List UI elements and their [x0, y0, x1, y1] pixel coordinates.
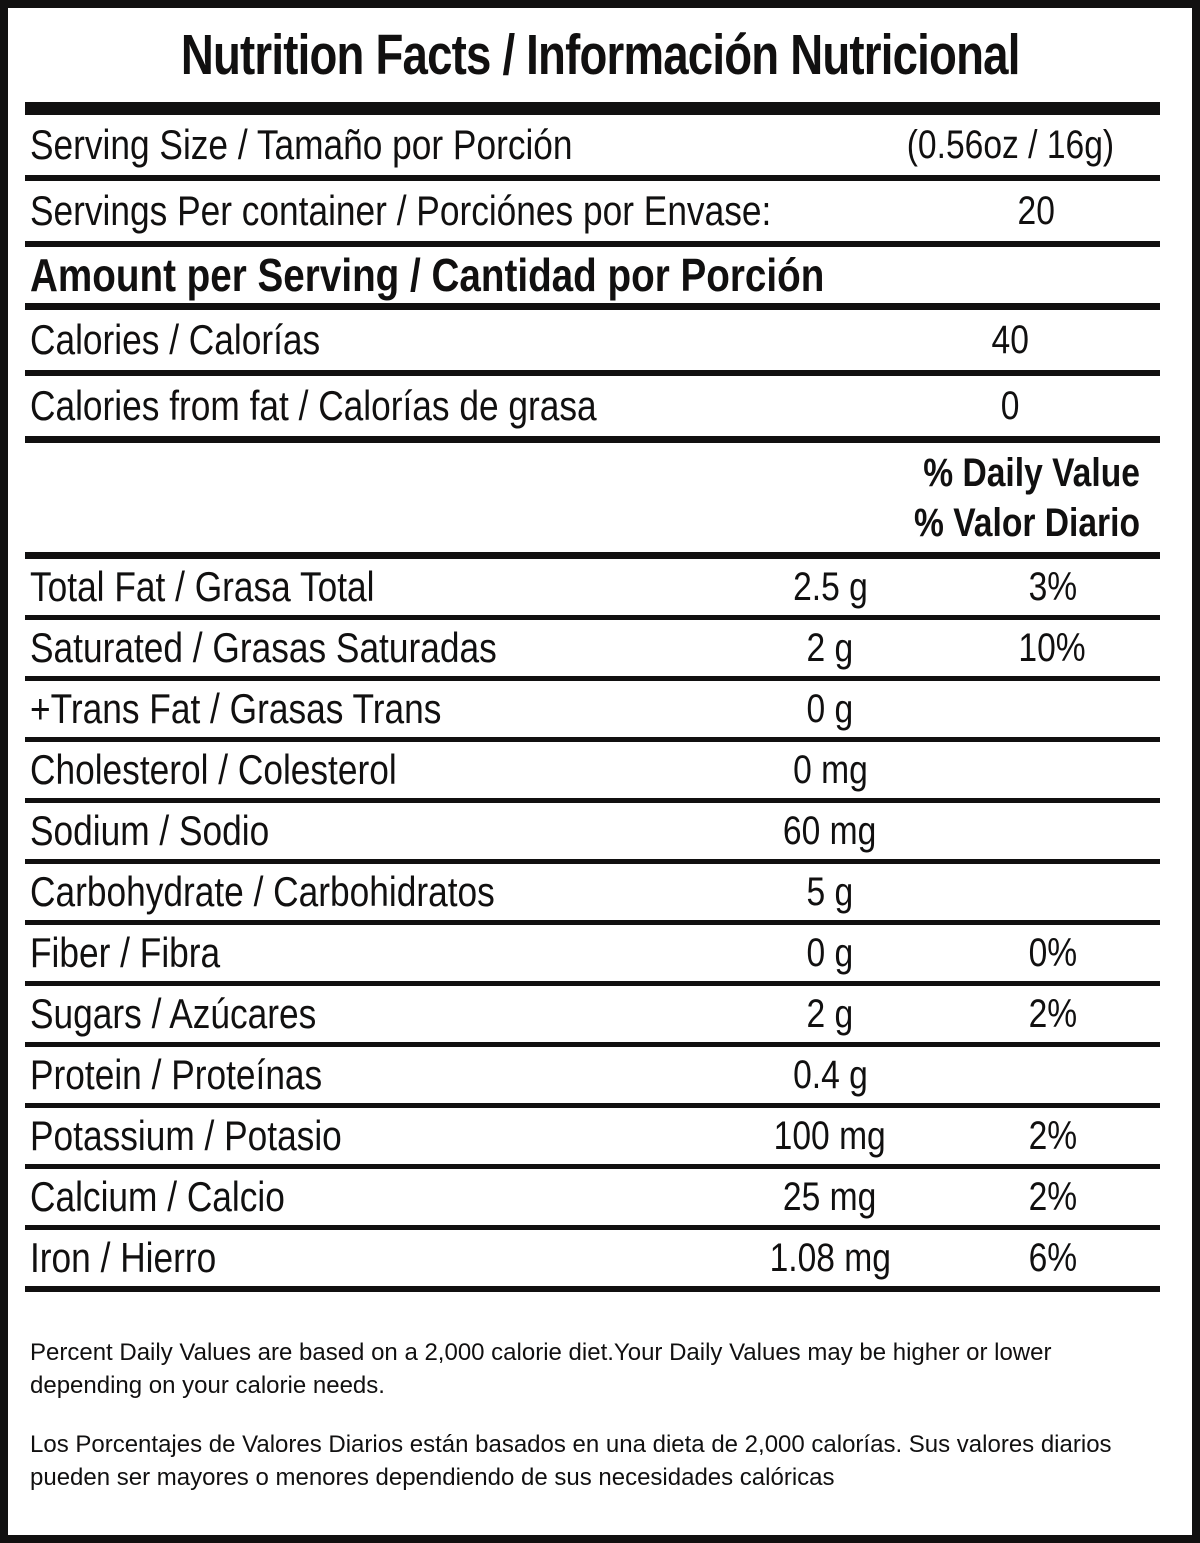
nutrient-row-total-fat: Total Fat / Grasa Total 2.5 g 3%	[25, 559, 1160, 620]
daily-value-header: % Daily Value % Valor Diario	[25, 443, 1160, 559]
calories-from-fat-value: 0	[1000, 383, 1020, 428]
nutrient-amount: 0 g	[806, 686, 854, 731]
nutrient-label: Iron / Hierro	[30, 1234, 217, 1281]
amount-per-serving-label: Amount per Serving / Cantidad por Porció…	[30, 249, 825, 301]
daily-value-header-en: % Daily Value	[923, 450, 1140, 495]
nutrient-dv: 2%	[1028, 991, 1077, 1036]
nutrient-amount: 2.5 g	[792, 564, 868, 609]
nutrient-row-potassium: Potassium / Potasio 100 mg 2%	[25, 1108, 1160, 1169]
title-section: Nutrition Facts / Información Nutriciona…	[8, 8, 1192, 102]
footnote-spanish: Los Porcentajes de Valores Diarios están…	[30, 1431, 1112, 1491]
serving-size-label: Serving Size / Tamaño por Porción	[30, 121, 573, 168]
nutrient-row-sugars: Sugars / Azúcares 2 g 2%	[25, 986, 1160, 1047]
nutrient-row-trans-fat: +Trans Fat / Grasas Trans 0 g	[25, 681, 1160, 742]
nutrient-dv: 2%	[1028, 1113, 1077, 1158]
nutrient-amount: 60 mg	[783, 808, 877, 853]
calories-from-fat-label: Calories from fat / Calorías de grasa	[30, 382, 597, 429]
nutrient-label: +Trans Fat / Grasas Trans	[30, 685, 442, 732]
servings-per-container-value: 20	[1017, 188, 1055, 233]
nutrient-label: Potassium / Potasio	[30, 1112, 342, 1159]
nutrient-row-saturated-fat: Saturated / Grasas Saturadas 2 g 10%	[25, 620, 1160, 681]
nutrient-row-cholesterol: Cholesterol / Colesterol 0 mg	[25, 742, 1160, 803]
nutrient-row-sodium: Sodium / Sodio 60 mg	[25, 803, 1160, 864]
nutrient-row-iron: Iron / Hierro 1.08 mg 6%	[25, 1230, 1160, 1292]
nutrient-row-carbohydrate: Carbohydrate / Carbohidratos 5 g	[25, 864, 1160, 925]
nutrient-amount: 0 g	[806, 930, 854, 975]
nutrient-row-calcium: Calcium / Calcio 25 mg 2%	[25, 1169, 1160, 1230]
page-title: Nutrition Facts / Información Nutriciona…	[180, 23, 1021, 87]
nutrient-amount: 25 mg	[783, 1174, 877, 1219]
serving-size-value: (0.56oz / 16g)	[906, 122, 1114, 167]
nutrient-amount: 0 mg	[792, 747, 868, 792]
nutrient-dv: 0%	[1028, 930, 1077, 975]
footnote-english: Percent Daily Values are based on a 2,00…	[30, 1339, 1052, 1399]
nutrient-amount: 2 g	[806, 991, 854, 1036]
nutrient-row-protein: Protein / Proteínas 0.4 g	[25, 1047, 1160, 1108]
label-body: Serving Size / Tamaño por Porción (0.56o…	[25, 115, 1160, 1494]
serving-size-row: Serving Size / Tamaño por Porción (0.56o…	[25, 115, 1160, 181]
nutrient-amount: 2 g	[806, 625, 854, 670]
nutrient-label: Saturated / Grasas Saturadas	[30, 624, 497, 671]
nutrient-label: Sodium / Sodio	[30, 807, 270, 854]
servings-per-container-label: Servings Per container / Porciónes por E…	[30, 187, 772, 234]
nutrient-label: Fiber / Fibra	[30, 929, 221, 976]
nutrient-label: Protein / Proteínas	[30, 1051, 323, 1098]
nutrient-dv: 3%	[1028, 564, 1077, 609]
nutrient-label: Carbohydrate / Carbohidratos	[30, 868, 495, 915]
nutrient-dv: 2%	[1028, 1174, 1077, 1219]
nutrient-row-fiber: Fiber / Fibra 0 g 0%	[25, 925, 1160, 986]
servings-per-container-row: Servings Per container / Porciónes por E…	[25, 181, 1160, 247]
nutrient-dv: 10%	[1018, 625, 1087, 670]
nutrient-label: Sugars / Azúcares	[30, 990, 317, 1037]
nutrient-amount: 1.08 mg	[769, 1235, 891, 1280]
nutrient-amount: 100 mg	[773, 1113, 887, 1158]
nutrient-label: Cholesterol / Colesterol	[30, 746, 397, 793]
calories-label: Calories / Calorías	[30, 316, 321, 363]
calories-row: Calories / Calorías 40	[25, 310, 1160, 376]
nutrient-amount: 5 g	[806, 869, 854, 914]
nutrient-dv: 6%	[1028, 1235, 1077, 1280]
calories-value: 40	[991, 317, 1029, 362]
amount-per-serving-header: Amount per Serving / Cantidad por Porció…	[25, 247, 1160, 310]
nutrient-amount: 0.4 g	[792, 1052, 868, 1097]
title-divider-bar	[25, 102, 1160, 115]
daily-value-header-es: % Valor Diario	[914, 500, 1140, 545]
footnotes: Percent Daily Values are based on a 2,00…	[25, 1292, 1160, 1494]
nutrient-label: Total Fat / Grasa Total	[30, 563, 375, 610]
calories-from-fat-row: Calories from fat / Calorías de grasa 0	[25, 376, 1160, 443]
nutrient-label: Calcium / Calcio	[30, 1173, 285, 1220]
